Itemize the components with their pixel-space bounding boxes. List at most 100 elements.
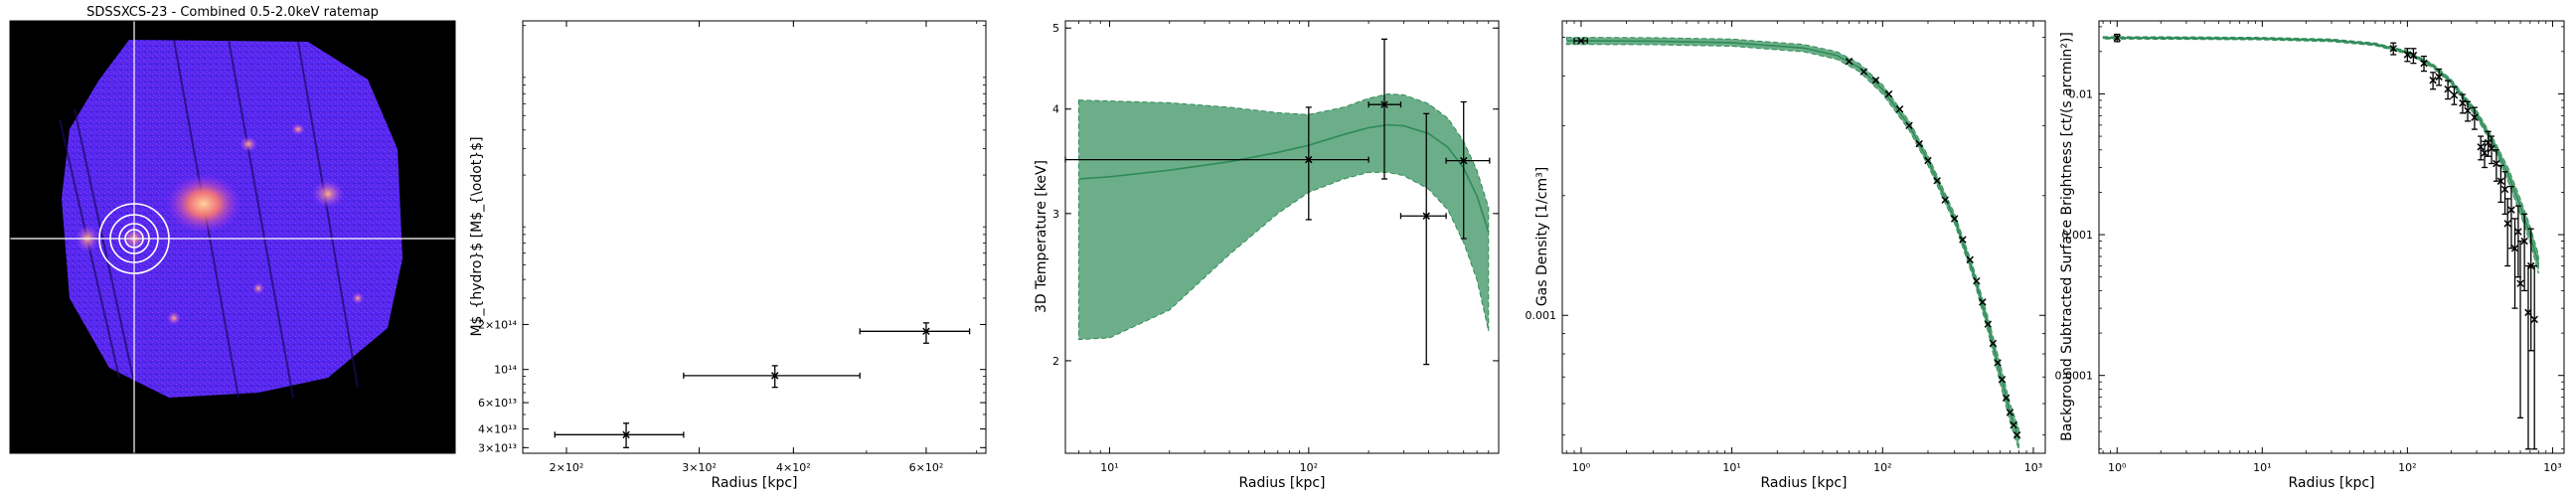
data-point xyxy=(2420,55,2428,73)
x-marker xyxy=(2530,315,2538,324)
data-point xyxy=(554,422,685,448)
data-point xyxy=(2429,72,2437,90)
x-marker xyxy=(1973,276,1981,285)
data-point xyxy=(2481,140,2489,169)
data-point xyxy=(1989,339,1998,348)
x-marker xyxy=(770,372,779,380)
data-point xyxy=(2012,430,2021,439)
x-marker xyxy=(1577,37,1585,45)
gas-density-xlabel: Radius [kpc] xyxy=(1760,475,1847,491)
x-marker xyxy=(2010,420,2017,429)
y-tick-label: 3×10¹³ xyxy=(478,441,517,454)
x-marker xyxy=(1845,58,1853,66)
x-marker xyxy=(2389,45,2397,53)
data-point xyxy=(2002,394,2011,403)
x-marker xyxy=(1979,298,1987,306)
temperature-ylabel: 3D Temperature [keV] xyxy=(1034,160,1049,313)
data-point xyxy=(1994,359,2002,367)
x-tick-label: 10² xyxy=(2398,461,2416,474)
ratemap-point-source xyxy=(352,292,364,304)
data-point xyxy=(1368,38,1402,180)
gas-density-ticks: 10⁰ 10¹ 10² 10³ 0.001 xyxy=(1526,21,2045,474)
x-marker xyxy=(2500,185,2509,194)
x-marker xyxy=(2006,409,2014,417)
gas-density-panel: 10⁰ 10¹ 10² 10³ 0.001 Radius [kpc] Gas Densi… xyxy=(1526,20,2046,491)
x-marker xyxy=(2450,90,2459,99)
surface-brightness-ticks: 10⁰ 10¹ 10² 10³ 0.0001 0.001 0.01 xyxy=(2055,21,2564,474)
data-point xyxy=(1845,58,1853,66)
data-point xyxy=(2510,218,2519,309)
data-point xyxy=(1445,100,1491,240)
ratemap-point-source xyxy=(167,311,181,325)
x-marker xyxy=(1905,121,1913,130)
x-marker xyxy=(2471,113,2479,121)
data-point xyxy=(1859,68,1868,76)
x-marker xyxy=(1989,339,1998,348)
gas-density-markers xyxy=(1573,37,2021,439)
x-marker xyxy=(1422,212,1430,220)
x-marker xyxy=(2484,138,2493,147)
data-point xyxy=(1998,375,2007,384)
ratemap-point-source xyxy=(252,282,264,294)
ratemap-crosshair xyxy=(10,21,455,453)
temperature-markers xyxy=(1064,38,1491,366)
data-point xyxy=(1924,156,1932,165)
x-tick-label: 10³ xyxy=(2024,461,2042,474)
model-line xyxy=(1566,40,2020,439)
x-marker xyxy=(1994,359,2002,367)
x-marker xyxy=(1895,105,1904,113)
y-tick-label: 5 xyxy=(1052,22,1059,35)
x-marker xyxy=(2510,245,2519,252)
ratemap-point-source xyxy=(291,123,305,135)
data-point xyxy=(1941,196,1949,204)
data-point xyxy=(2010,420,2017,429)
data-point xyxy=(2435,68,2443,86)
surface-brightness-markers xyxy=(2113,33,2538,450)
x-tick-label: 10¹ xyxy=(1100,461,1118,474)
ratemap-image xyxy=(10,21,455,453)
y-tick-label: 0.01 xyxy=(2069,87,2094,100)
data-point xyxy=(2464,100,2472,122)
gas-density-axes-frame xyxy=(1561,20,2046,454)
x-marker xyxy=(2435,73,2443,82)
gas-density-band xyxy=(1565,37,2020,450)
x-marker xyxy=(1859,68,1868,76)
x-marker xyxy=(2429,76,2437,84)
y-tick-label: 2×10¹⁴ xyxy=(478,318,518,331)
x-marker xyxy=(1305,155,1313,164)
x-tick-label: 10³ xyxy=(2543,461,2561,474)
x-marker xyxy=(1459,156,1468,165)
data-point xyxy=(2006,409,2014,417)
data-point xyxy=(2403,48,2412,63)
data-point xyxy=(1064,106,1369,221)
data-point xyxy=(2471,106,2479,130)
temperature-xlabel: Radius [kpc] xyxy=(1238,475,1325,491)
data-point xyxy=(1984,320,1993,328)
data-point xyxy=(2503,198,2511,267)
data-point xyxy=(1915,139,1923,148)
x-marker xyxy=(2507,206,2515,214)
model-confidence-band xyxy=(1565,37,2019,450)
model-confidence-band xyxy=(2102,36,2539,274)
x-marker xyxy=(1871,77,1880,84)
ratemap-point-source xyxy=(312,180,344,208)
data-point xyxy=(1905,121,1913,130)
gas-density-ylabel: Gas Density [1/cm³] xyxy=(1534,167,1550,306)
x-marker xyxy=(2516,279,2524,287)
x-marker xyxy=(1998,375,2007,384)
x-marker xyxy=(2520,237,2528,246)
data-point xyxy=(1884,89,1893,98)
data-point xyxy=(2496,164,2505,204)
hydro-mass-axes-frame xyxy=(522,20,987,454)
model-line xyxy=(2103,37,2540,264)
hydro-mass-ylabel: M$_{hydro}$ [M$_{\odot}$] xyxy=(469,136,485,336)
x-tick-label: 10¹ xyxy=(2253,461,2271,474)
x-marker xyxy=(2464,106,2472,115)
x-tick-label: 10² xyxy=(1300,461,1318,474)
data-point xyxy=(2477,135,2485,161)
x-marker xyxy=(1950,215,1959,223)
data-point xyxy=(1959,236,1967,244)
model-confidence-band xyxy=(1077,92,1490,341)
x-marker xyxy=(2444,84,2452,93)
